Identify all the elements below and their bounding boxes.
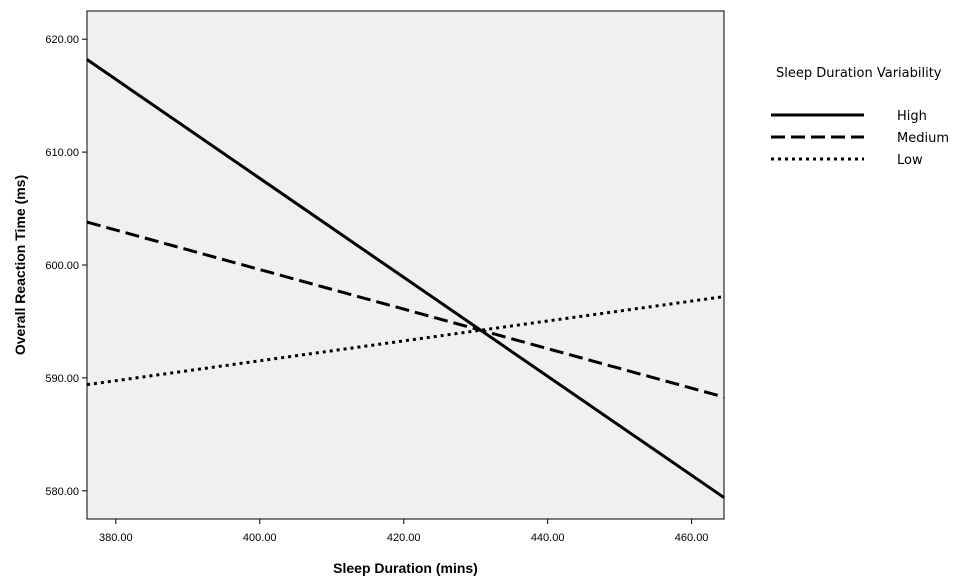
x-tick-label: 420.00 xyxy=(387,532,421,544)
y-tick-label: 620.00 xyxy=(45,34,79,46)
series-line-low xyxy=(86,295,725,387)
x-axis-title: Sleep Duration (mins) xyxy=(333,560,478,576)
x-tick-label: 460.00 xyxy=(675,532,709,544)
y-axis: 580.00 590.00 600.00 610.00 620.00 xyxy=(45,34,87,498)
legend-title: Sleep Duration Variability xyxy=(776,66,942,81)
series-line-medium xyxy=(86,220,725,399)
y-tick-label: 580.00 xyxy=(45,486,79,498)
x-tick-label: 440.00 xyxy=(531,532,565,544)
plot-area xyxy=(86,10,725,520)
series-line-high xyxy=(86,58,725,499)
y-tick-label: 590.00 xyxy=(45,373,79,385)
x-tick-label: 380.00 xyxy=(99,532,133,544)
x-axis: 380.00 400.00 420.00 440.00 460.00 xyxy=(99,519,708,544)
series-lines xyxy=(86,58,725,499)
y-axis-title: Overall Reaction Time (ms) xyxy=(12,175,28,355)
legend: High Medium Low xyxy=(771,109,949,168)
legend-label-medium: Medium xyxy=(897,131,949,146)
legend-label-low: Low xyxy=(897,153,923,168)
y-tick-label: 600.00 xyxy=(45,260,79,272)
x-tick-label: 400.00 xyxy=(243,532,277,544)
legend-label-high: High xyxy=(897,109,927,124)
y-tick-label: 610.00 xyxy=(45,147,79,159)
